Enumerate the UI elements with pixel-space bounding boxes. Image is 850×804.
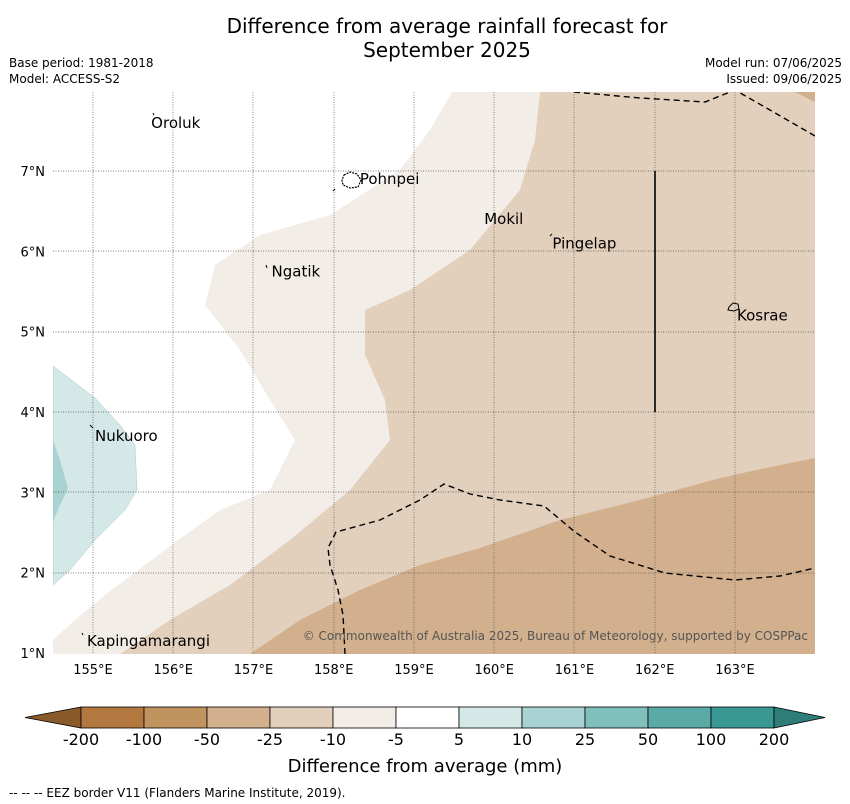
lat-tick-label: 7°N xyxy=(21,165,46,180)
colorbar-segment xyxy=(332,706,397,729)
place-labels: Oroluk Pohnpei Mokil Pingelap Ngatik Kosrae Nu… xyxy=(87,114,788,650)
issued-date: Issued: 09/06/2025 xyxy=(726,72,842,86)
colorbar-segment xyxy=(206,706,271,729)
place-label: Pingelap xyxy=(552,234,616,252)
lon-tick-label: 155°E xyxy=(73,663,113,678)
lat-tick-label: 4°N xyxy=(21,406,46,421)
colorbar-extend-high xyxy=(773,706,826,729)
latitude-ticks: 1°N 2°N 3°N 4°N 5°N 6°N 7°N xyxy=(21,165,46,662)
lat-tick-label: 1°N xyxy=(21,647,46,662)
longitude-ticks: 155°E 156°E 157°E 158°E 159°E 160°E 161°E 162°E… xyxy=(73,663,755,678)
contour-band-minus50-corner xyxy=(795,92,815,102)
colorbar-segment xyxy=(521,706,586,729)
colorbar xyxy=(24,706,826,729)
colorbar-label: 100 xyxy=(695,730,727,749)
ant-atoll-mark xyxy=(332,188,336,192)
lon-tick-label: 163°E xyxy=(715,663,755,678)
place-label: Ngatik xyxy=(272,262,321,280)
colorbar-segment xyxy=(269,706,334,729)
lat-tick-label: 3°N xyxy=(21,486,46,501)
colorbar-label: 25 xyxy=(574,730,596,749)
place-label: Kapingamarangi xyxy=(87,632,210,650)
colorbar-label: 200 xyxy=(758,730,790,749)
model-run: Model run: 07/06/2025 xyxy=(704,56,842,70)
colorbar-label: -10 xyxy=(319,730,347,749)
place-label: Kosrae xyxy=(737,307,788,325)
place-label: Pohnpei xyxy=(360,170,420,188)
pohnpei-island xyxy=(341,171,362,189)
colorbar-segment xyxy=(143,706,208,729)
colorbar-segment xyxy=(458,706,523,729)
colorbar-label: -5 xyxy=(388,730,404,749)
lat-tick-label: 5°N xyxy=(21,326,46,341)
lon-tick-label: 162°E xyxy=(635,663,675,678)
lon-tick-label: 161°E xyxy=(555,663,595,678)
colorbar-label: 10 xyxy=(511,730,533,749)
contour-band-plus10 xyxy=(53,440,68,522)
colorbar-title: Difference from average (mm) xyxy=(287,756,563,777)
colorbar-label: -25 xyxy=(256,730,284,749)
lon-tick-label: 157°E xyxy=(234,663,274,678)
lon-tick-label: 159°E xyxy=(394,663,434,678)
colorbar-segment xyxy=(80,706,145,729)
map-plot-area: Oroluk Pohnpei Mokil Pingelap Ngatik Kosrae Nu… xyxy=(53,92,815,654)
run-info: Model run: 07/06/2025 Issued: 09/06/2025 xyxy=(705,55,842,87)
lon-tick-label: 156°E xyxy=(153,663,193,678)
colorbar-label: 50 xyxy=(637,730,659,749)
title-line-2: September 2025 xyxy=(363,38,531,62)
colorbar-segment xyxy=(710,706,775,729)
title-line-1: Difference from average rainfall forecas… xyxy=(226,14,668,38)
lat-tick-label: 6°N xyxy=(21,245,46,260)
contour-band-minus50 xyxy=(250,458,815,654)
lat-tick-label: 2°N xyxy=(21,567,46,582)
eez-legend-note: -- -- -- EEZ border V11 (Flanders Marine… xyxy=(9,786,346,800)
colorbar-label: -200 xyxy=(62,730,100,749)
place-label: Nukuoro xyxy=(95,427,158,445)
colorbar-segment xyxy=(584,706,649,729)
eez-border-north xyxy=(573,92,815,137)
colorbar-label: 5 xyxy=(453,730,465,749)
colorbar-segment xyxy=(647,706,712,729)
map-title: Difference from average rainfall forecas… xyxy=(0,14,850,62)
lon-tick-label: 160°E xyxy=(474,663,514,678)
place-label: Mokil xyxy=(484,210,523,228)
kosrae-island xyxy=(727,302,740,312)
model-name: Model: ACCESS-S2 xyxy=(9,72,121,86)
lon-tick-label: 158°E xyxy=(314,663,354,678)
contour-band-plus5 xyxy=(53,365,138,586)
colorbar-label: -100 xyxy=(125,730,163,749)
colorbar-extend-low xyxy=(24,706,82,729)
copyright-credit: © Commonwealth of Australia 2025, Bureau… xyxy=(303,629,808,643)
colorbar-segment xyxy=(395,706,460,729)
place-label: Oroluk xyxy=(151,114,200,132)
model-info: Base period: 1981-2018 Model: ACCESS-S2 xyxy=(9,55,154,87)
base-period: Base period: 1981-2018 xyxy=(9,56,154,70)
colorbar-label: -50 xyxy=(193,730,221,749)
eez-border-south xyxy=(327,483,815,654)
atoll-marks xyxy=(81,112,553,636)
